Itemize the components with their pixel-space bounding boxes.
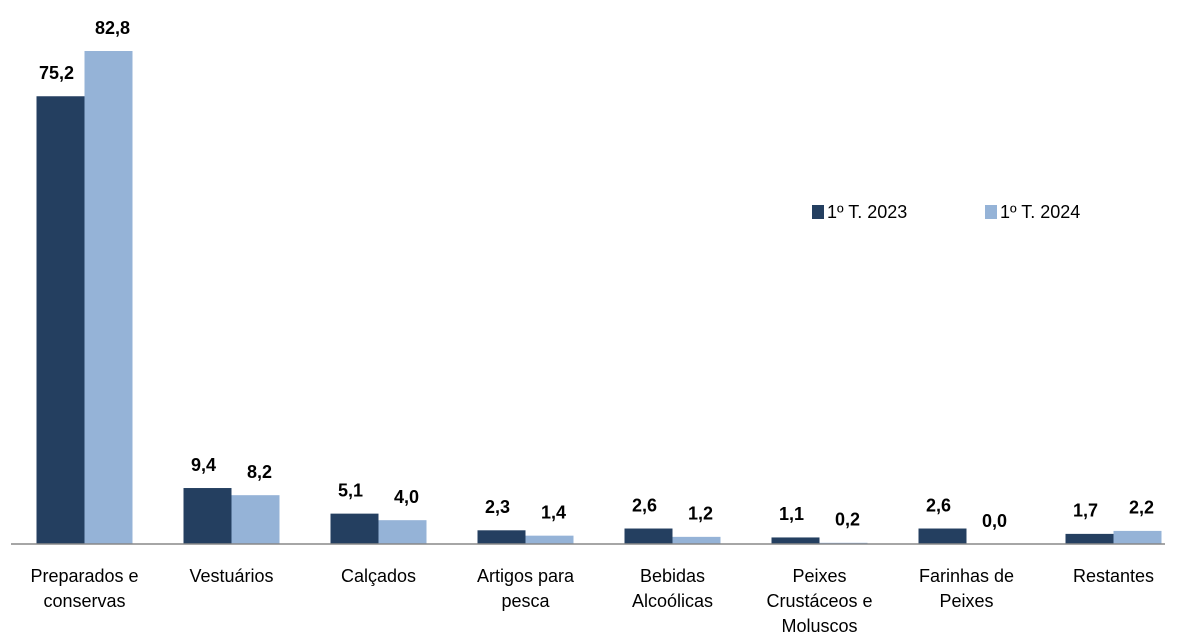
x-tick-label: Bebidas Alcoólicas — [631, 566, 714, 611]
bar — [672, 536, 721, 544]
data-label: 8,2 — [247, 462, 272, 482]
bar — [36, 96, 85, 544]
data-label: 1,4 — [541, 502, 566, 522]
data-label: 9,4 — [191, 455, 216, 475]
x-tick-label: Farinhas de Peixes — [918, 566, 1015, 611]
legend-label: 1º T. 2023 — [827, 202, 907, 222]
legend-label: 1º T. 2024 — [1000, 202, 1080, 222]
bar — [231, 495, 280, 544]
data-label: 1,7 — [1073, 501, 1098, 521]
x-tick-label: Calçados — [340, 566, 417, 586]
bar — [378, 520, 427, 544]
data-label: 2,2 — [1129, 498, 1154, 518]
data-label: 2,6 — [926, 495, 951, 515]
legend-swatch — [812, 205, 824, 219]
data-label: 1,2 — [688, 504, 713, 524]
bar — [330, 513, 379, 544]
bar — [1113, 530, 1162, 544]
x-tick-label: Preparados e conservas — [30, 566, 139, 611]
legend-swatch — [985, 205, 997, 219]
bar — [525, 535, 574, 544]
x-tick-label: Restantes — [1072, 566, 1155, 586]
data-label: 1,1 — [779, 504, 804, 524]
data-label: 2,6 — [632, 495, 657, 515]
data-label: 2,3 — [485, 497, 510, 517]
bar — [84, 51, 133, 544]
bar — [771, 537, 820, 544]
x-tick-label: Peixes Crustáceos e Moluscos — [766, 566, 873, 636]
x-tick-label: Artigos para pesca — [476, 566, 575, 611]
data-label: 82,8 — [95, 18, 130, 38]
data-label: 5,1 — [338, 480, 363, 500]
data-label: 75,2 — [39, 63, 74, 83]
data-label: 0,2 — [835, 510, 860, 530]
data-label: 0,0 — [982, 511, 1007, 531]
bar — [1065, 533, 1114, 544]
bar — [918, 528, 967, 544]
bar — [624, 528, 673, 544]
bar — [183, 488, 232, 544]
x-tick-label: Vestuários — [189, 566, 274, 586]
bar — [477, 530, 526, 544]
data-label: 4,0 — [394, 487, 419, 507]
